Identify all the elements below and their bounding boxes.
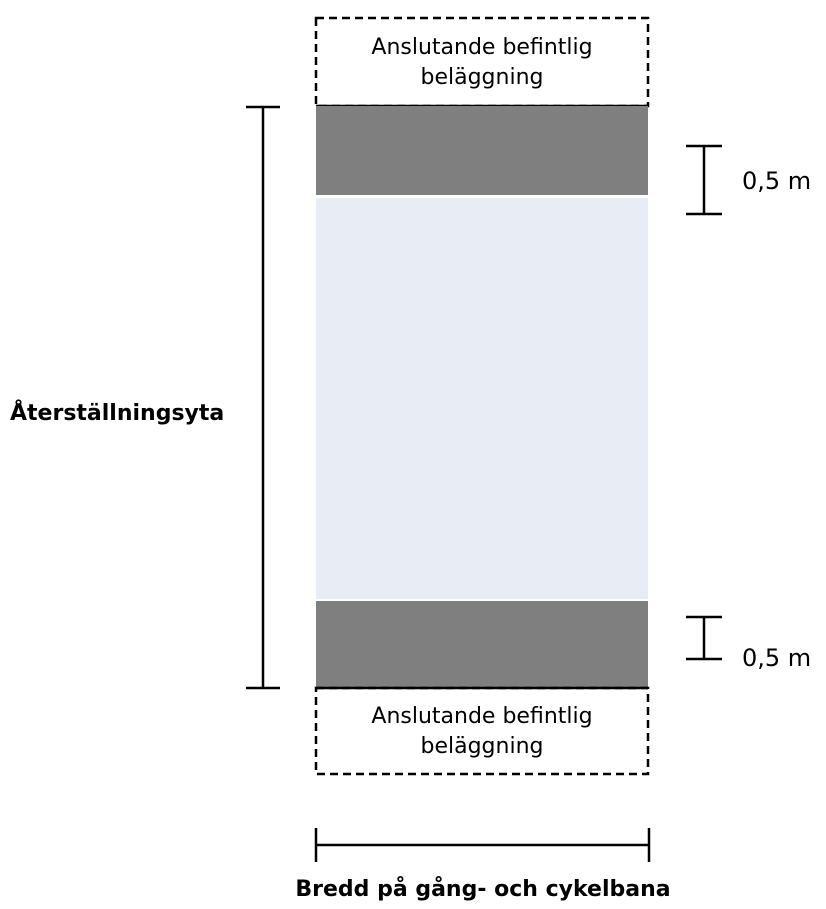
restoration-area-label: Återställningsyta [10, 401, 225, 426]
bottom-existing-pavement-box [314, 686, 650, 776]
top-box-label-line1: Anslutande befintlig [371, 35, 593, 60]
bottom-strip-dimension-bracket [686, 615, 722, 661]
bottom-box-label-line1: Anslutande befintlig [371, 704, 593, 729]
restoration-area [316, 198, 648, 599]
top-box-label-line2: beläggning [420, 65, 544, 90]
bottom-box-label-line2: beläggning [420, 734, 544, 759]
top-strip-dimension-label: 0,5 m [742, 167, 812, 195]
restoration-dimension-bracket [246, 105, 280, 690]
width-dimension-bracket [314, 828, 651, 862]
bottom-box-label: Anslutande befintlig beläggning [316, 702, 648, 762]
top-strip-dimension-bracket [686, 144, 722, 216]
top-dark-strip [316, 106, 648, 195]
top-existing-pavement-box [314, 16, 650, 108]
bottom-dark-strip [316, 601, 648, 688]
bottom-strip-dimension-label: 0,5 m [742, 644, 812, 672]
width-label: Bredd på gång- och cykelbana [295, 877, 671, 902]
top-box-label: Anslutande befintlig beläggning [316, 33, 648, 93]
